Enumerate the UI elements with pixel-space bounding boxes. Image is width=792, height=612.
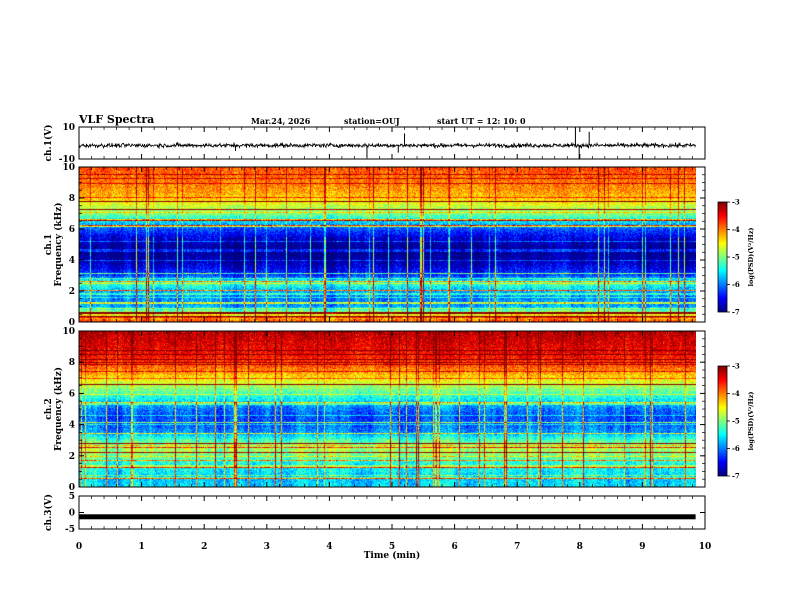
colorbar-tick-label: -4 xyxy=(732,389,740,398)
x-tick-label: 4 xyxy=(326,542,332,552)
colorbar-tick-label: -7 xyxy=(732,472,740,481)
x-tick-label: 10 xyxy=(699,542,712,552)
colorbar-tick-label: -5 xyxy=(732,417,740,426)
y-tick-label: 6 xyxy=(69,225,75,235)
channel-label: ch.2 xyxy=(44,398,54,419)
colorbar-tick-label: -7 xyxy=(732,308,740,317)
x-tick-label: 9 xyxy=(639,542,645,552)
colorbar-label: log(PSD)(V²/Hz) xyxy=(747,228,755,287)
x-tick-label: 5 xyxy=(389,542,395,552)
channel-label: ch.1 xyxy=(44,234,54,255)
y-tick-label: 2 xyxy=(69,452,75,462)
y-tick-label: 2 xyxy=(69,287,75,297)
chart-title: VLF Spectra xyxy=(79,113,155,126)
y-tick-label: 0 xyxy=(69,509,75,519)
colorbar-tick-label: -6 xyxy=(732,444,740,453)
x-tick-label: 8 xyxy=(577,542,583,552)
y-tick-label: 10 xyxy=(62,327,75,337)
colorbar-tick-label: -3 xyxy=(732,362,740,371)
ch1-colorbar xyxy=(718,202,727,312)
y-tick-label: 10 xyxy=(62,123,75,133)
y-tick-label: 0 xyxy=(69,483,75,493)
colorbar-label: log(PSD)(V²/Hz) xyxy=(747,392,755,451)
x-tick-label: 0 xyxy=(76,542,82,552)
y-axis-label: Frequency (kHz) xyxy=(53,367,64,451)
x-tick-label: 2 xyxy=(201,542,207,552)
y-axis-label: ch.1(V) xyxy=(43,125,54,162)
y-tick-label: -5 xyxy=(65,525,75,535)
x-tick-label: 7 xyxy=(514,542,520,552)
ch1-spectrogram-image xyxy=(79,167,696,322)
y-axis-label: ch.3(V) xyxy=(43,494,54,531)
x-tick-label: 6 xyxy=(451,542,457,552)
colorbar-tick-label: -5 xyxy=(732,253,740,262)
y-tick-label: 6 xyxy=(69,389,75,399)
ch2-spectrogram-image xyxy=(79,331,696,487)
y-tick-label: -10 xyxy=(59,155,75,165)
y-tick-label: 4 xyxy=(69,256,75,266)
ch1-waveform-trace xyxy=(78,141,696,150)
ch3-waveform-trace xyxy=(79,514,696,520)
y-tick-label: 8 xyxy=(69,358,75,368)
station-label: station=OUJ xyxy=(344,116,400,126)
x-axis-label: Time (min) xyxy=(364,550,421,561)
x-tick-label: 3 xyxy=(264,542,270,552)
y-axis-label: Frequency (kHz) xyxy=(53,202,64,286)
date-label: Mar.24, 2026 xyxy=(251,116,311,126)
y-tick-label: 5 xyxy=(69,492,75,502)
colorbar-tick-label: -3 xyxy=(732,198,740,207)
y-tick-label: 4 xyxy=(69,421,75,431)
ch2-colorbar xyxy=(718,366,727,476)
colorbar-tick-label: -6 xyxy=(732,280,740,289)
x-tick-label: 1 xyxy=(138,542,144,552)
y-tick-label: 10 xyxy=(62,163,75,173)
y-tick-label: 0 xyxy=(69,318,75,328)
colorbar-tick-label: -4 xyxy=(732,225,740,234)
start-time-label: start UT = 12: 10: 0 xyxy=(437,116,526,126)
y-tick-label: 8 xyxy=(69,194,75,204)
